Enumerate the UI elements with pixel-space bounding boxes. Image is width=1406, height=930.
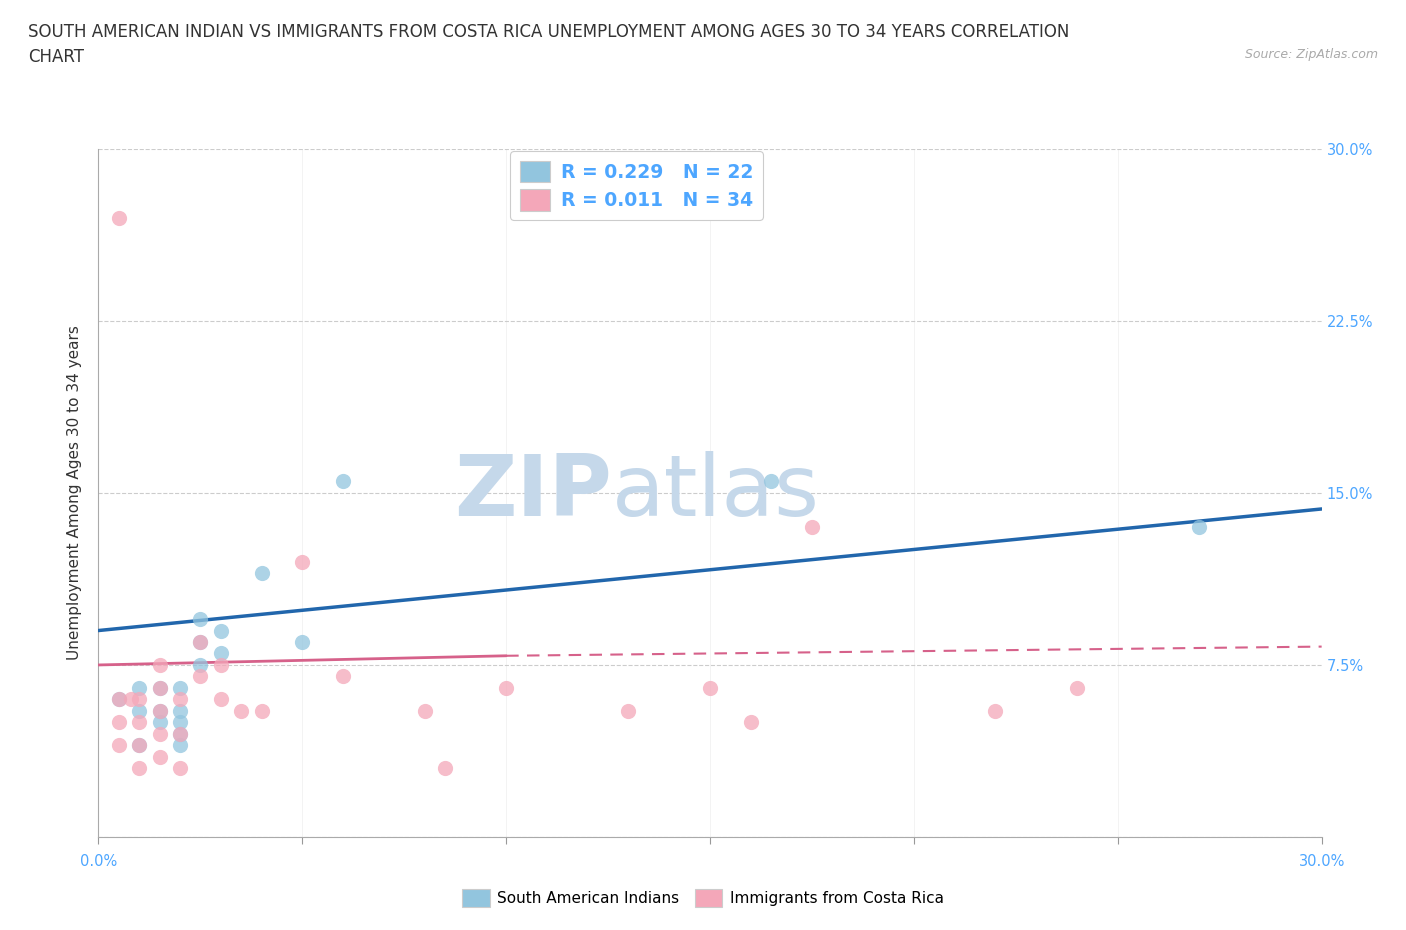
- Point: [149, 703, 172, 718]
- Point: [740, 715, 762, 730]
- Point: [332, 474, 354, 489]
- Point: [188, 634, 212, 649]
- Point: [699, 681, 721, 696]
- Point: [801, 520, 824, 535]
- Point: [128, 737, 150, 752]
- Text: atlas: atlas: [612, 451, 820, 535]
- Point: [169, 726, 191, 741]
- Point: [128, 761, 150, 776]
- Point: [169, 703, 191, 718]
- Point: [108, 692, 131, 707]
- Point: [188, 669, 212, 684]
- Point: [209, 658, 232, 672]
- Point: [188, 634, 212, 649]
- Text: SOUTH AMERICAN INDIAN VS IMMIGRANTS FROM COSTA RICA UNEMPLOYMENT AMONG AGES 30 T: SOUTH AMERICAN INDIAN VS IMMIGRANTS FROM…: [28, 23, 1070, 41]
- Point: [108, 737, 131, 752]
- Point: [250, 565, 273, 580]
- Point: [209, 692, 232, 707]
- Point: [149, 658, 172, 672]
- Legend: R = 0.229   N = 22, R = 0.011   N = 34: R = 0.229 N = 22, R = 0.011 N = 34: [510, 152, 763, 219]
- Point: [108, 210, 131, 225]
- Text: Source: ZipAtlas.com: Source: ZipAtlas.com: [1244, 48, 1378, 61]
- Point: [108, 715, 131, 730]
- Point: [291, 634, 314, 649]
- Point: [495, 681, 517, 696]
- Point: [984, 703, 1007, 718]
- Point: [149, 715, 172, 730]
- Point: [617, 703, 640, 718]
- Point: [149, 726, 172, 741]
- Point: [761, 474, 783, 489]
- Text: 0.0%: 0.0%: [80, 854, 117, 870]
- Point: [169, 692, 191, 707]
- Point: [128, 681, 150, 696]
- Point: [149, 703, 172, 718]
- Y-axis label: Unemployment Among Ages 30 to 34 years: Unemployment Among Ages 30 to 34 years: [67, 326, 83, 660]
- Point: [128, 703, 150, 718]
- Point: [149, 750, 172, 764]
- Point: [434, 761, 457, 776]
- Point: [250, 703, 273, 718]
- Point: [1188, 520, 1211, 535]
- Point: [169, 761, 191, 776]
- Point: [169, 737, 191, 752]
- Point: [128, 737, 150, 752]
- Point: [188, 612, 212, 627]
- Point: [128, 692, 150, 707]
- Point: [291, 554, 314, 569]
- Point: [188, 658, 212, 672]
- Point: [209, 646, 232, 661]
- Text: ZIP: ZIP: [454, 451, 612, 535]
- Legend: South American Indians, Immigrants from Costa Rica: South American Indians, Immigrants from …: [456, 884, 950, 913]
- Point: [128, 715, 150, 730]
- Point: [209, 623, 232, 638]
- Point: [413, 703, 436, 718]
- Point: [332, 669, 354, 684]
- Point: [169, 681, 191, 696]
- Point: [169, 715, 191, 730]
- Point: [169, 726, 191, 741]
- Text: 30.0%: 30.0%: [1299, 854, 1344, 870]
- Point: [149, 681, 172, 696]
- Point: [108, 692, 131, 707]
- Point: [149, 681, 172, 696]
- Point: [120, 692, 142, 707]
- Point: [1066, 681, 1088, 696]
- Point: [231, 703, 253, 718]
- Text: CHART: CHART: [28, 48, 84, 66]
